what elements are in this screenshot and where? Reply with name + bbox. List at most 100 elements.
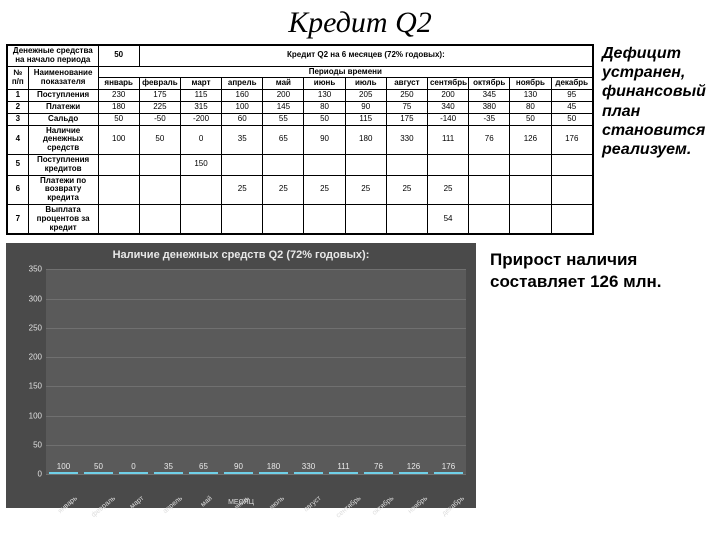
table-row: 2Платежи1802253151001458090753403808045 [8, 101, 593, 113]
cell-name: Поступления кредитов [28, 154, 98, 175]
cell-val [345, 204, 386, 233]
cell-val [139, 154, 180, 175]
bar-value: 330 [302, 462, 315, 471]
col-month: октябрь [469, 78, 510, 90]
cell-val: 160 [222, 90, 263, 102]
cell-num: 7 [8, 204, 29, 233]
cell-val: 130 [304, 90, 345, 102]
col-month: апрель [222, 78, 263, 90]
cell-val [510, 154, 551, 175]
cell-val: -140 [427, 113, 468, 125]
ytick: 250 [18, 323, 42, 332]
page-title: Кредит Q2 [0, 6, 720, 40]
cell-val [139, 204, 180, 233]
grid-line [46, 328, 466, 329]
cell-val: 175 [139, 90, 180, 102]
table-row: 3Сальдо50-50-200605550115175-140-355050 [8, 113, 593, 125]
cell-val: 80 [510, 101, 551, 113]
grid-line [46, 269, 466, 270]
cell-name: Платежи по возврату кредита [28, 175, 98, 204]
col-num: № п/п [8, 66, 29, 90]
cell-name: Выплата процентов за кредит [28, 204, 98, 233]
grid-line [46, 299, 466, 300]
cell-val [510, 175, 551, 204]
cell-val: 50 [139, 125, 180, 154]
side-note-1: Дефицит устранен, финансовый план станов… [594, 44, 712, 159]
cell-val: 200 [263, 90, 304, 102]
cell-val [469, 175, 510, 204]
cell-val: 180 [98, 101, 139, 113]
bar-value: 100 [57, 462, 70, 471]
cell-val: 345 [469, 90, 510, 102]
col-month: май [263, 78, 304, 90]
cell-name: Платежи [28, 101, 98, 113]
hdr-credit: Кредит Q2 на 6 месяцев (72% годовых): [139, 46, 592, 67]
cell-val [304, 204, 345, 233]
bar-value: 0 [131, 462, 135, 471]
cell-val: 50 [304, 113, 345, 125]
grid-line [46, 386, 466, 387]
cell-val: 75 [386, 101, 427, 113]
cell-val: 50 [98, 113, 139, 125]
chart-title: Наличие денежных средств Q2 (72% годовых… [6, 249, 476, 261]
chart-xlabel: МЕСЯЦ [6, 499, 476, 506]
cell-val: 250 [386, 90, 427, 102]
cell-val: 25 [427, 175, 468, 204]
cell-val [263, 154, 304, 175]
cell-val: 176 [551, 125, 593, 154]
cell-val: 145 [263, 101, 304, 113]
chart-plot: 100январь50февраль0март35апрель65май90ию… [46, 269, 466, 474]
col-month: июль [345, 78, 386, 90]
cell-val [551, 175, 593, 204]
cell-val [263, 204, 304, 233]
col-month: июнь [304, 78, 345, 90]
cell-val: 54 [427, 204, 468, 233]
cell-num: 3 [8, 113, 29, 125]
cell-val [551, 154, 593, 175]
cell-val: 380 [469, 101, 510, 113]
cell-val: 126 [510, 125, 551, 154]
cell-val: 60 [222, 113, 263, 125]
cell-val: 330 [386, 125, 427, 154]
table-row: 1Поступления2301751151602001302052502003… [8, 90, 593, 102]
col-indicator: Наименование показателя [28, 66, 98, 90]
data-table: Денежные средства на начало периода50Кре… [6, 44, 594, 235]
cell-val [98, 175, 139, 204]
cash-chart: Наличие денежных средств Q2 (72% годовых… [6, 243, 476, 508]
cell-val: 115 [180, 90, 221, 102]
cell-val: 25 [345, 175, 386, 204]
cell-val: 65 [263, 125, 304, 154]
cell-val [222, 154, 263, 175]
cell-val: 25 [386, 175, 427, 204]
grid-line [46, 474, 466, 475]
cell-val: 200 [427, 90, 468, 102]
cell-name: Наличие денежных средств [28, 125, 98, 154]
cell-num: 6 [8, 175, 29, 204]
cell-val [304, 154, 345, 175]
cell-val: 130 [510, 90, 551, 102]
cell-val: -50 [139, 113, 180, 125]
col-month: февраль [139, 78, 180, 90]
cell-val: 90 [304, 125, 345, 154]
cell-val [180, 204, 221, 233]
cell-val: 35 [222, 125, 263, 154]
cell-val: 115 [345, 113, 386, 125]
cell-val [180, 175, 221, 204]
ytick: 150 [18, 382, 42, 391]
cell-num: 1 [8, 90, 29, 102]
cell-val [386, 154, 427, 175]
cell-val: 315 [180, 101, 221, 113]
col-month: декабрь [551, 78, 593, 90]
cell-val: 25 [222, 175, 263, 204]
col-month: сентябрь [427, 78, 468, 90]
cell-num: 5 [8, 154, 29, 175]
cell-val: 175 [386, 113, 427, 125]
bar-value: 35 [164, 462, 173, 471]
cell-val: -35 [469, 113, 510, 125]
col-month: январь [98, 78, 139, 90]
cell-val: 50 [510, 113, 551, 125]
cell-val: 25 [263, 175, 304, 204]
cell-name: Сальдо [28, 113, 98, 125]
cell-val: 230 [98, 90, 139, 102]
cell-val [345, 154, 386, 175]
